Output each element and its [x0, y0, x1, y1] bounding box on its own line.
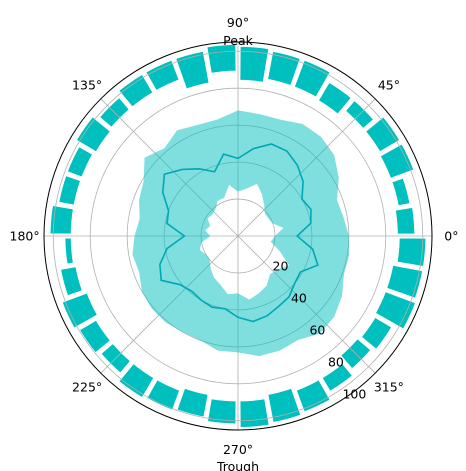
bar-8 — [238, 44, 271, 85]
bar-17 — [48, 203, 76, 236]
bar-2 — [378, 141, 416, 181]
peak-annotation: Peak — [223, 33, 253, 48]
bar-33 — [373, 289, 418, 332]
bar-3 — [363, 114, 402, 154]
outer-spine — [43, 41, 433, 431]
bar-24 — [144, 377, 182, 413]
bar-6 — [292, 58, 333, 100]
range-band — [132, 110, 349, 357]
radial-tick-label-100: 100 — [342, 387, 366, 402]
radial-tick-label-60: 60 — [309, 323, 325, 338]
bar-9 — [205, 42, 238, 75]
mean-line-series — [159, 143, 319, 323]
range-band-series — [132, 110, 349, 357]
bar-16 — [56, 173, 83, 207]
bar-23 — [116, 361, 156, 400]
bar-34 — [384, 263, 425, 301]
radial-tick-label-40: 40 — [291, 291, 307, 306]
tick-labels: 0° 45° 90° 135° 180° 225° 270° 315° 20 40 60 80 100 — [10, 15, 459, 457]
bar-19 — [58, 264, 85, 298]
bar-0 — [393, 205, 417, 236]
bar-27 — [238, 397, 271, 430]
polar-grid — [44, 42, 432, 430]
angle-tick-label-180: 180° — [10, 229, 40, 244]
angle-tick-label-90: 90° — [227, 15, 249, 30]
bar-14 — [74, 114, 113, 154]
bar-32 — [359, 315, 394, 352]
bar-12 — [116, 72, 155, 110]
bar-28 — [266, 386, 303, 425]
angle-tick-label-135: 135° — [72, 78, 102, 93]
bar-5 — [316, 80, 354, 117]
bar-15 — [65, 144, 95, 180]
radial-tick-label-80: 80 — [328, 355, 344, 370]
angle-tick-label-315: 315° — [374, 379, 404, 394]
bar-series — [48, 42, 428, 430]
bar-20 — [60, 291, 100, 331]
bar-29 — [294, 377, 333, 414]
bar-30 — [320, 361, 355, 394]
bar-1 — [389, 176, 412, 208]
radial-tick-label-20: 20 — [273, 259, 289, 274]
bar-18 — [63, 236, 76, 266]
polar-frame — [43, 41, 433, 431]
angle-tick-label-0: 0° — [444, 229, 458, 244]
bar-35 — [395, 236, 428, 269]
trough-annotation: Trough — [216, 459, 259, 471]
angle-tick-label-225: 225° — [72, 379, 102, 394]
bar-26 — [205, 397, 238, 426]
angle-tick-label-270: 270° — [223, 442, 253, 457]
mean-line — [159, 143, 319, 323]
bar-10 — [173, 49, 211, 91]
bar-11 — [143, 58, 182, 93]
angle-tick-label-45: 45° — [378, 78, 400, 93]
